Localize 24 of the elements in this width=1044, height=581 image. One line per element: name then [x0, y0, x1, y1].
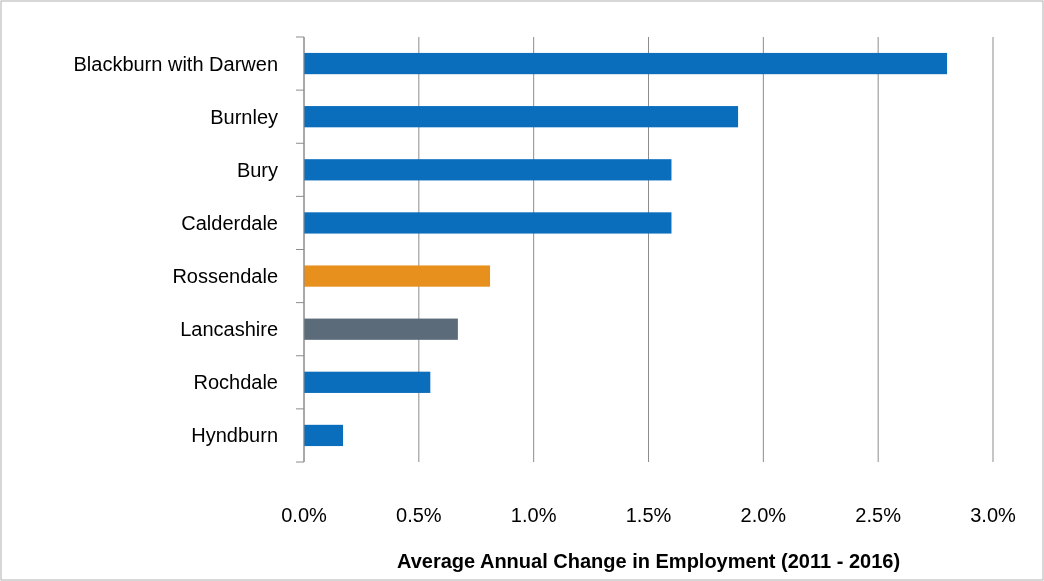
- x-axis-title: Average Annual Change in Employment (2011 - 2016): [396, 550, 901, 572]
- x-tick-label: 3.0%: [970, 504, 1017, 526]
- x-tick-label: 1.0%: [510, 504, 557, 526]
- y-tick-label: Burnley: [210, 105, 278, 128]
- bar: [304, 265, 491, 287]
- y-tick-label: Lancashire: [180, 318, 278, 341]
- bar: [304, 212, 672, 234]
- bar: [304, 371, 431, 393]
- bar: [304, 52, 948, 75]
- bar: [304, 106, 739, 128]
- y-tick-label: Hyndburn: [191, 424, 278, 447]
- y-tick-label: Bury: [236, 158, 278, 181]
- y-tick-label: Rossendale: [172, 265, 278, 288]
- x-tick-label: 2.5%: [855, 504, 902, 526]
- bar: [304, 424, 344, 447]
- x-tick-label: 2.0%: [740, 504, 787, 526]
- bar: [304, 318, 458, 340]
- x-tick-label: 0.0%: [281, 504, 328, 526]
- x-tick-label: 0.5%: [396, 504, 442, 526]
- y-tick-label: Calderdale: [181, 211, 278, 234]
- y-tick-label: Blackburn with Darwen: [73, 52, 278, 75]
- bar: [304, 159, 672, 181]
- y-tick-label: Rochdale: [193, 371, 278, 394]
- x-tick-label: 1.5%: [625, 504, 672, 526]
